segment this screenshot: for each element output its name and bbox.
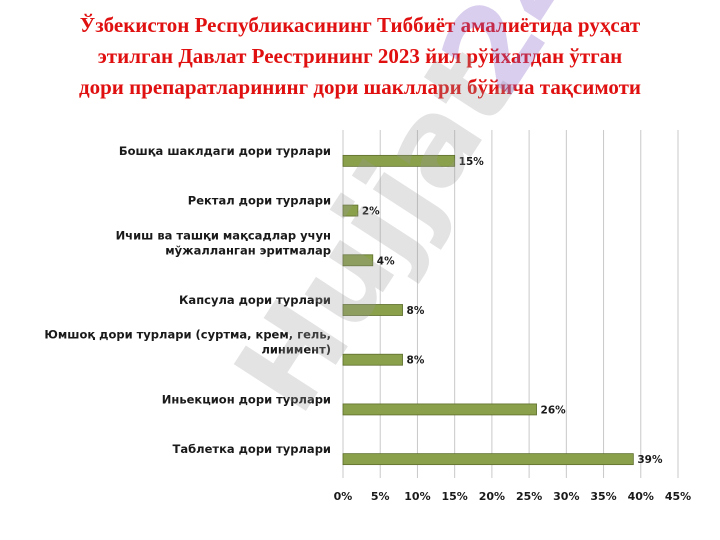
data-label: 26% xyxy=(541,404,567,416)
title-line-1: Ўзбекистон Республикасининг Тиббиёт амал… xyxy=(79,13,641,37)
x-tick-label: 25% xyxy=(516,490,542,503)
gridlines xyxy=(342,130,679,478)
title-line-3: дори препаратларининг дори шакллари бўйи… xyxy=(78,75,642,99)
bar xyxy=(342,254,374,267)
x-axis-ticks: 0% 5% 10% 15% 20% 25% 30% 35% 40% 45% xyxy=(334,490,692,503)
x-tick-label: 15% xyxy=(441,490,467,503)
watermark: Hujjat 24 xyxy=(208,0,619,435)
category-label: мўжалланган эритмалар xyxy=(165,243,331,257)
category-label: Иньекцион дори турлари xyxy=(162,392,331,406)
category-labels: Бошқа шаклдаги дори турлари Ректал дори т… xyxy=(44,144,331,456)
bar xyxy=(342,453,634,466)
data-label: 15% xyxy=(459,156,485,168)
x-tick-label: 0% xyxy=(334,490,353,503)
category-label: Юмшоқ дори турлари (суртма, крем, гель, xyxy=(44,328,331,342)
data-label: 8% xyxy=(407,355,425,367)
x-tick-label: 40% xyxy=(628,490,654,503)
x-tick-label: 10% xyxy=(404,490,430,503)
category-label: линимент) xyxy=(261,343,331,357)
bars xyxy=(342,154,634,466)
bar xyxy=(342,154,456,167)
bar xyxy=(342,304,403,316)
category-label: Ичиш ва ташқи мақсадлар учун xyxy=(116,228,331,242)
x-tick-label: 35% xyxy=(590,490,616,503)
chart-title: Ўзбекистон Республикасининг Тиббиёт амал… xyxy=(0,10,720,103)
category-label: Бошқа шаклдаги дори турлари xyxy=(119,144,331,158)
x-tick-label: 45% xyxy=(665,490,691,503)
category-label: Таблетка дори турлари xyxy=(173,442,331,456)
title-line-2: этилган Давлат Реестрининг 2023 йил рўйх… xyxy=(97,44,623,68)
bar xyxy=(342,403,537,416)
data-labels: 15% 2% 4% 8% 8% 26% 39% xyxy=(362,156,663,466)
category-label: Капсула дори турлари xyxy=(179,293,331,307)
data-label: 4% xyxy=(377,255,395,267)
data-label: 8% xyxy=(407,305,425,317)
data-label: 2% xyxy=(362,206,380,218)
bar xyxy=(342,353,403,366)
data-label: 39% xyxy=(637,454,663,466)
x-tick-label: 20% xyxy=(479,490,505,503)
x-tick-label: 5% xyxy=(371,490,390,503)
x-tick-label: 30% xyxy=(553,490,579,503)
bar xyxy=(342,204,359,217)
category-label: Ректал дори турлари xyxy=(188,194,331,208)
